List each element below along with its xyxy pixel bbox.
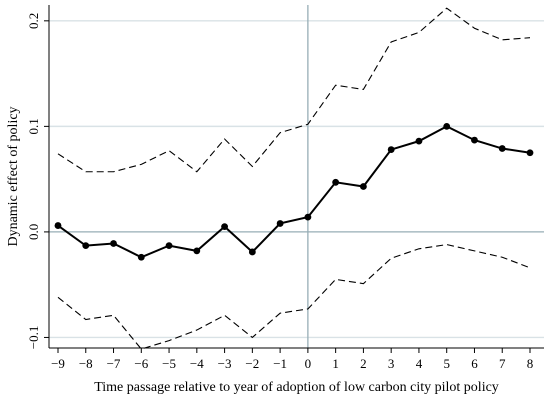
series-0-point-6 bbox=[221, 223, 228, 231]
series-0-point-2 bbox=[110, 240, 117, 247]
series-0-point-0 bbox=[54, 222, 62, 229]
x-tick-label-10: 1 bbox=[332, 356, 339, 371]
series-0-point-3 bbox=[137, 253, 145, 261]
x-tick-label-15: 6 bbox=[471, 356, 478, 371]
series-0-point-16 bbox=[498, 145, 506, 152]
x-tick-label-0: −9 bbox=[51, 356, 65, 371]
x-tick-label-12: 3 bbox=[388, 356, 395, 371]
x-tick-label-6: −3 bbox=[218, 356, 232, 371]
series-0-point-15 bbox=[471, 136, 478, 144]
series-0-point-9 bbox=[304, 213, 312, 221]
y-tick-label-0: −0.1 bbox=[26, 326, 41, 350]
y-axis-label: Dynamic effect of policy bbox=[6, 106, 21, 246]
x-tick-label-7: −2 bbox=[245, 356, 259, 371]
x-tick-label-8: −1 bbox=[273, 356, 287, 371]
x-tick-label-13: 4 bbox=[416, 356, 423, 371]
x-tick-label-1: −8 bbox=[79, 356, 93, 371]
x-tick-label-17: 8 bbox=[527, 356, 534, 371]
series-0-point-14 bbox=[443, 122, 451, 130]
x-axis-label: Time passage relative to year of adoptio… bbox=[94, 380, 499, 395]
series-0-point-1 bbox=[82, 242, 90, 250]
series-0-point-7 bbox=[248, 248, 256, 256]
series-0-point-5 bbox=[193, 247, 201, 255]
series-0-point-13 bbox=[415, 137, 423, 145]
y-tick-label-1: 0.0 bbox=[26, 224, 41, 240]
x-tick-label-4: −5 bbox=[162, 356, 176, 371]
series-0-point-12 bbox=[387, 146, 395, 153]
y-tick-label-2: 0.1 bbox=[26, 118, 41, 134]
x-tick-label-2: −7 bbox=[107, 356, 121, 371]
series-0-point-11 bbox=[360, 183, 367, 190]
x-tick-label-11: 2 bbox=[360, 356, 367, 371]
x-tick-label-3: −6 bbox=[134, 356, 148, 371]
y-tick-label-3: 0.2 bbox=[26, 13, 41, 29]
series-0-point-4 bbox=[165, 242, 173, 250]
x-tick-label-9: 0 bbox=[305, 356, 312, 371]
x-tick-label-5: −4 bbox=[190, 356, 204, 371]
series-0-point-8 bbox=[276, 220, 284, 227]
series-0-point-17 bbox=[526, 149, 534, 157]
x-tick-label-14: 5 bbox=[443, 356, 450, 371]
series-2-line bbox=[57, 244, 531, 350]
x-tick-label-16: 7 bbox=[499, 356, 506, 371]
series-1-line bbox=[57, 7, 531, 173]
series-0-line bbox=[57, 125, 531, 259]
series-0-point-10 bbox=[332, 178, 340, 186]
